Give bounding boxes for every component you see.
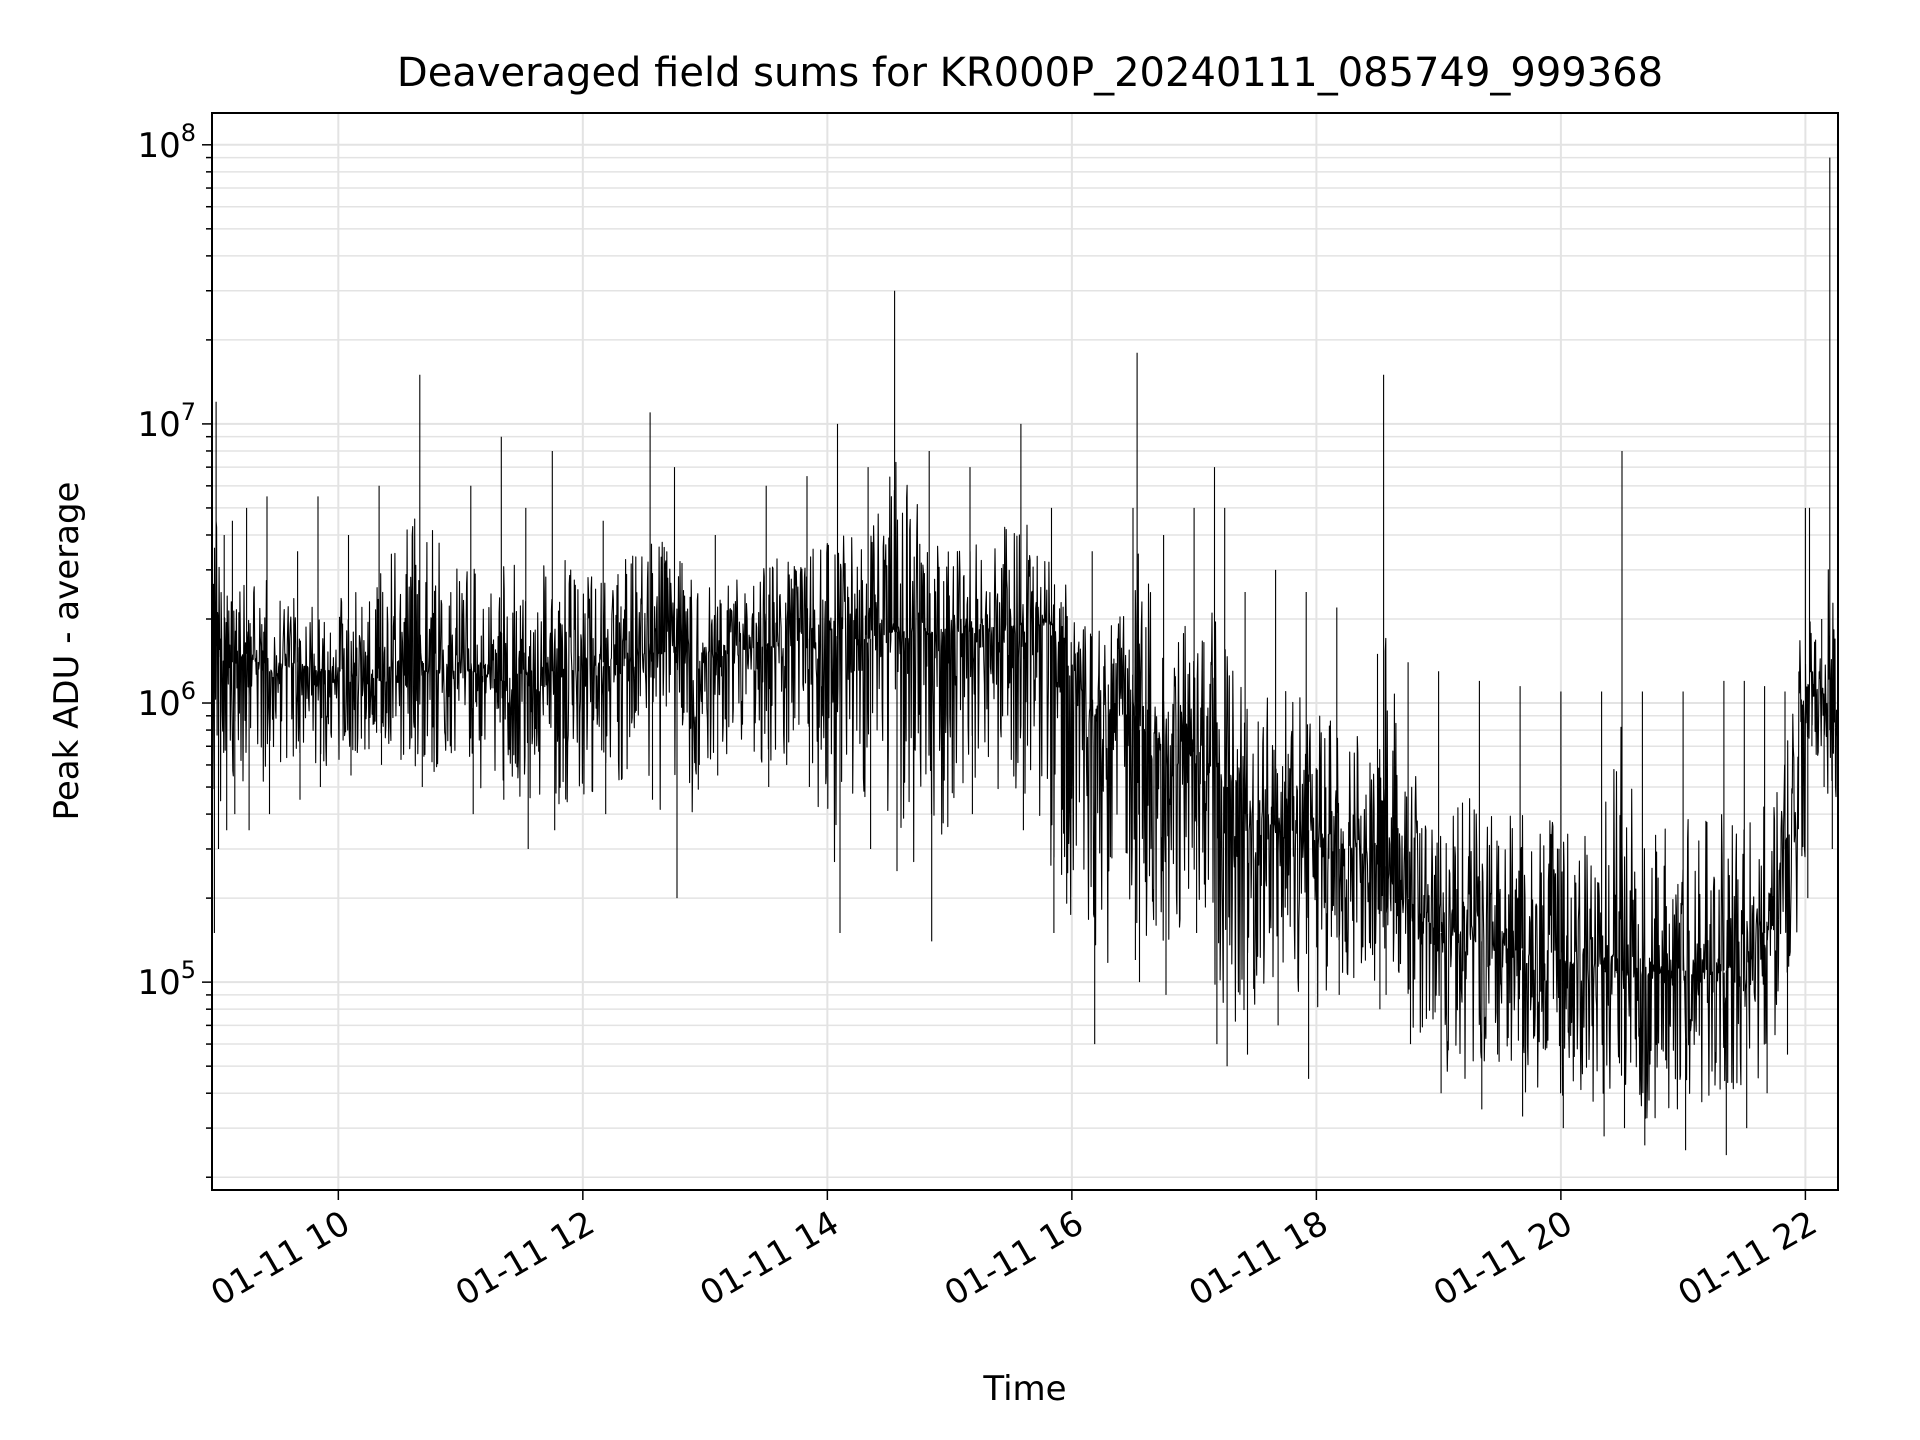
series-line — [212, 157, 1838, 1156]
y-axis: 105 106 107 108 — [137, 119, 212, 1178]
y-tick-label: 105 — [137, 956, 196, 1003]
x-axis-label: Time — [982, 1369, 1066, 1409]
plot-frame — [211, 112, 1839, 1191]
chart-title: Deaveraged field sums for KR000P_2024011… — [397, 50, 1663, 96]
series-path — [212, 157, 1838, 1156]
y-axis-label: Peak ADU - average — [47, 482, 87, 821]
y-tick-label: 107 — [137, 398, 196, 445]
y-tick-label: 106 — [137, 677, 196, 724]
y-tick-label: 108 — [137, 119, 196, 166]
